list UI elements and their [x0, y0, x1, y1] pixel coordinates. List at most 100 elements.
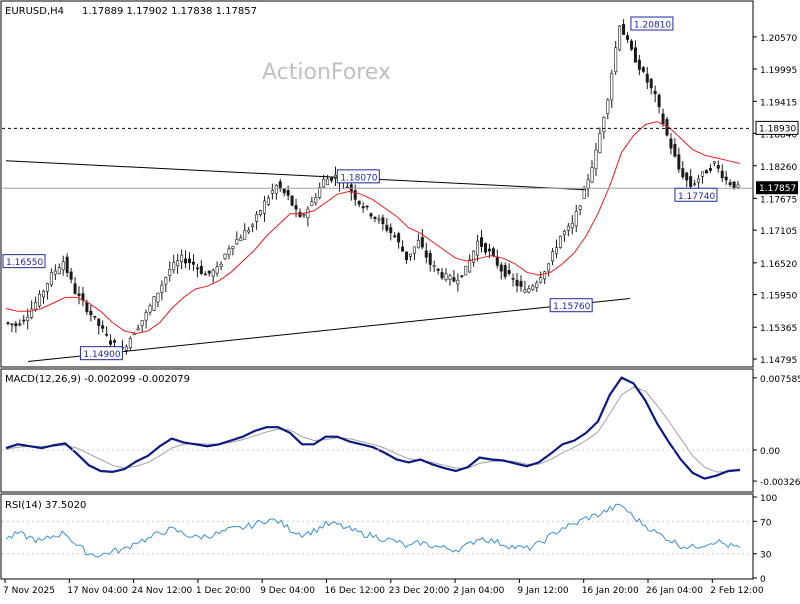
candle-body: [227, 248, 231, 256]
candle-body: [693, 183, 697, 186]
macd-panel[interactable]: [0, 368, 754, 493]
candle-body: [578, 205, 582, 210]
ohlc-label: 1.17889 1.17902 1.17838 1.17857: [82, 6, 257, 17]
candle-body: [282, 188, 286, 194]
candle-body: [610, 73, 614, 101]
candle-body: [602, 117, 606, 132]
candle-body: [657, 94, 661, 108]
price-annotation-box: [2, 254, 46, 269]
candle-body: [732, 181, 736, 189]
candle-body: [38, 293, 42, 307]
rsi-panel[interactable]: [0, 493, 754, 580]
candle-body: [211, 270, 215, 277]
candle-body: [69, 271, 73, 280]
price-panel[interactable]: [0, 0, 754, 368]
candle-body: [262, 200, 266, 214]
candle-body: [152, 296, 156, 311]
candle-body: [136, 327, 140, 331]
candle-body: [456, 279, 460, 285]
candle-body: [519, 281, 523, 287]
candle-body: [203, 273, 207, 276]
rsi-label: RSI(14) 37.5020: [5, 500, 86, 511]
price-series: [2, 19, 752, 363]
x-tick-label: 24 Nov 12:00: [132, 586, 193, 596]
candle-body: [539, 277, 543, 283]
candle-body: [184, 258, 188, 264]
candle-body: [322, 178, 326, 188]
candle-body: [401, 246, 405, 252]
candle-body: [669, 138, 673, 149]
candle-body: [574, 210, 578, 227]
candle-body: [144, 312, 148, 321]
candle-body: [408, 253, 412, 257]
candle-body: [728, 182, 732, 185]
rsi-tick-label: 70: [760, 518, 772, 528]
candle-body: [708, 168, 712, 171]
x-tick-label: 16 Dec 12:00: [325, 586, 386, 596]
candle-body: [172, 262, 176, 271]
candle-body: [436, 268, 440, 271]
candle-body: [164, 277, 168, 285]
candle-body: [614, 47, 618, 73]
candle-body: [412, 246, 416, 254]
candle-body: [405, 251, 409, 261]
candle-body: [590, 167, 594, 183]
candle-body: [428, 252, 432, 265]
candle-body: [480, 237, 484, 247]
candle-body: [330, 177, 334, 181]
candle-body: [105, 333, 109, 336]
candle-body: [61, 261, 65, 271]
candle-body: [89, 310, 93, 316]
candle-body: [535, 282, 539, 288]
candle-body: [168, 269, 172, 276]
price-annotation-box: [79, 346, 123, 361]
price-annotation-label: 1.15760: [553, 302, 590, 312]
macd-series: [2, 376, 752, 480]
candle-body: [302, 214, 306, 217]
symbol-label: EURUSD,H4: [5, 6, 64, 17]
candle-body: [270, 190, 274, 194]
candle-body: [420, 237, 424, 248]
candle-body: [701, 171, 705, 177]
candle-body: [219, 263, 223, 267]
candle-body: [448, 275, 452, 280]
x-tick-label: 23 Dec 20:00: [389, 586, 450, 596]
macd-tick-label: 0.007585: [760, 375, 800, 385]
candle-body: [274, 184, 278, 194]
candle-body: [109, 340, 113, 345]
candle-body: [570, 222, 574, 229]
candle-body: [176, 260, 180, 267]
candle-body: [645, 73, 649, 83]
candle-body: [618, 25, 622, 51]
candle-body: [704, 170, 708, 174]
candle-body: [247, 229, 251, 233]
price-annotation-box: [549, 298, 593, 313]
macd-tick-label: -0.003264: [760, 478, 800, 488]
price-annotation-label: 1.16550: [6, 258, 43, 268]
x-tick-label: 9 Jan 12:00: [517, 586, 569, 596]
candle-body: [653, 90, 657, 95]
candle-body: [77, 293, 81, 296]
candle-body: [649, 78, 653, 89]
candle-body: [736, 184, 740, 188]
candle-body: [318, 187, 322, 198]
candle-body: [45, 283, 49, 292]
candle-body: [128, 338, 132, 349]
candle-body: [511, 278, 515, 280]
candle-body: [507, 269, 511, 274]
candle-body: [73, 283, 77, 294]
candle-body: [491, 248, 495, 257]
candle-body: [223, 253, 227, 259]
candle-body: [357, 201, 361, 205]
candle-body: [389, 227, 393, 234]
candle-body: [140, 319, 144, 326]
candle-body: [594, 149, 598, 170]
candle-body: [369, 213, 373, 217]
candle-body: [689, 176, 693, 187]
candle-body: [377, 218, 381, 221]
candle-body: [464, 265, 468, 276]
candle-body: [381, 217, 385, 225]
price-tick-label: 1.15950: [760, 292, 797, 302]
